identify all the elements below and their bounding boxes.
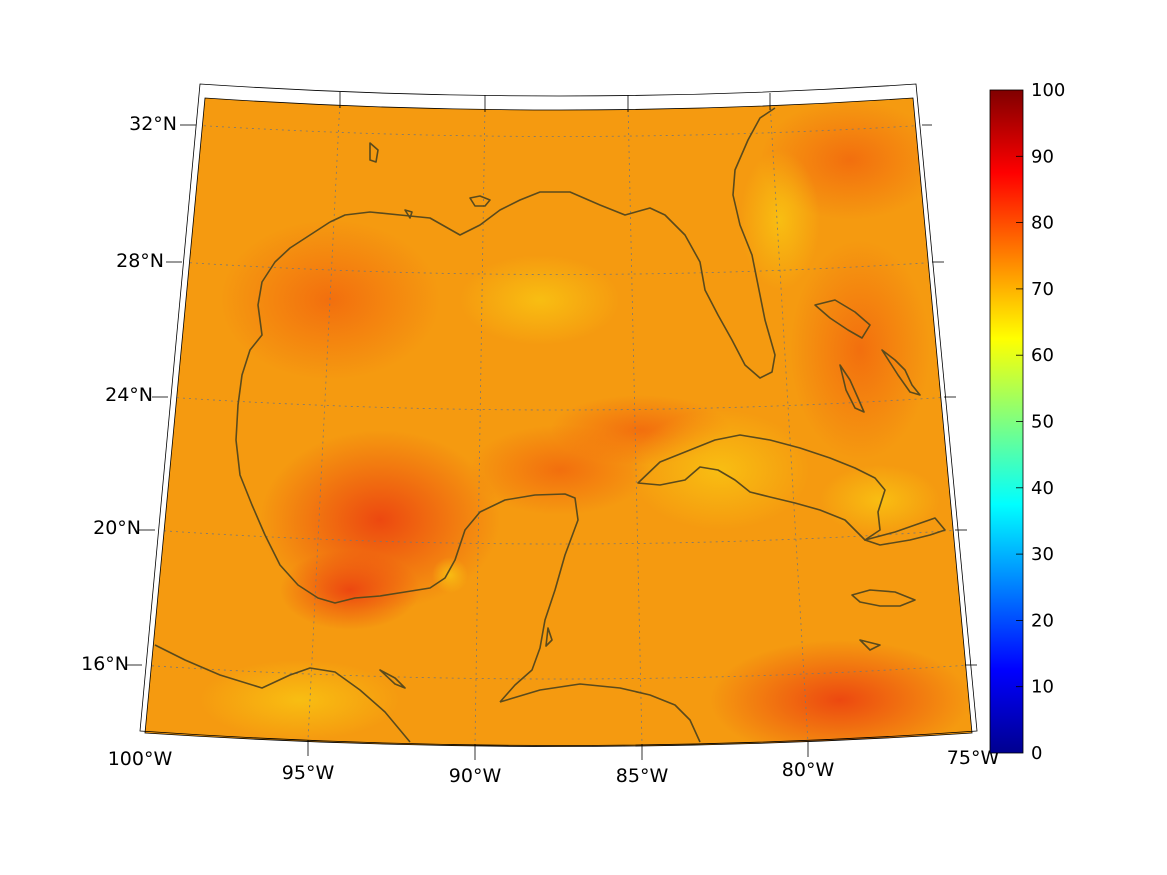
latitude-labels: 32°N 28°N 24°N 20°N 16°N xyxy=(81,113,177,675)
colorbar-tick-label: 50 xyxy=(1031,412,1054,433)
graticule xyxy=(145,99,971,746)
map-frame xyxy=(144,97,973,747)
colorbar-tick-label: 0 xyxy=(1031,743,1042,764)
field-patch xyxy=(820,465,940,535)
colorbar-tick-label: 40 xyxy=(1031,478,1054,499)
lon-label: 75°W xyxy=(947,747,1000,769)
colorbar-ticks xyxy=(1016,155,1023,688)
coastlines xyxy=(154,107,946,743)
frame-ticks xyxy=(126,92,977,760)
lon-label: 90°W xyxy=(449,765,502,787)
field-patch xyxy=(740,150,820,290)
colorbar-tick-label: 10 xyxy=(1031,677,1054,698)
lon-label: 95°W xyxy=(282,762,335,784)
colorbar: 100 90 80 70 60 50 40 30 20 10 0 xyxy=(989,80,1065,764)
colorbar-labels: 100 90 80 70 60 50 40 30 20 10 0 xyxy=(1031,80,1065,764)
lon-label: 100°W xyxy=(108,748,173,770)
lon-label: 85°W xyxy=(616,765,669,787)
map-outer-frame xyxy=(139,83,978,746)
field-patch xyxy=(460,255,620,345)
temperature-field xyxy=(145,98,972,747)
field-patch xyxy=(220,220,440,380)
lat-label: 16°N xyxy=(81,653,129,675)
lon-label: 80°W xyxy=(782,759,835,781)
lat-label: 32°N xyxy=(129,113,177,135)
colorbar-tick-label: 60 xyxy=(1031,345,1054,366)
colorbar-tick-label: 70 xyxy=(1031,279,1054,300)
field-patch xyxy=(200,660,400,740)
lat-label: 28°N xyxy=(116,250,164,272)
colorbar-tick-label: 80 xyxy=(1031,213,1054,234)
colorbar-tick-label: 20 xyxy=(1031,610,1054,631)
field-patch xyxy=(432,557,468,593)
lat-label: 24°N xyxy=(105,384,153,406)
colorbar-tick-label: 100 xyxy=(1031,80,1065,101)
colorbar-tick-label: 90 xyxy=(1031,146,1054,167)
field-patch xyxy=(710,640,970,747)
colorbar-tick-label: 30 xyxy=(1031,544,1054,565)
field-patch xyxy=(790,240,930,460)
lat-label: 20°N xyxy=(93,517,141,539)
field-patch xyxy=(630,410,810,530)
longitude-labels: 100°W 95°W 90°W 85°W 80°W 75°W xyxy=(108,747,1000,787)
field-patch xyxy=(280,550,420,630)
